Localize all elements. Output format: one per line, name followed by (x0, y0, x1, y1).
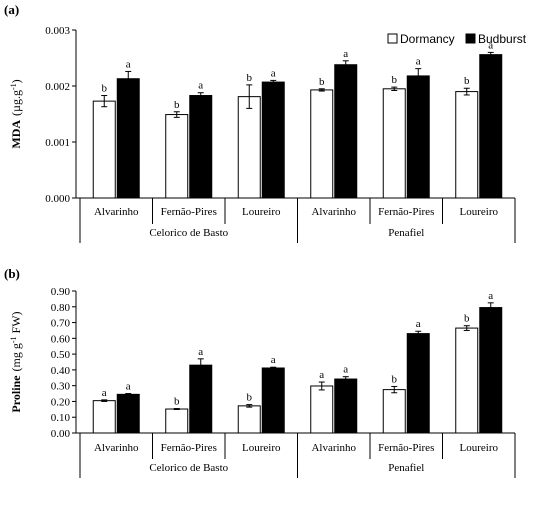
significance-letter: a (488, 290, 493, 302)
bar-budburst (479, 307, 503, 434)
bar-dormancy (382, 88, 406, 199)
category-label: Fernão-Pires (161, 442, 217, 454)
significance-letter: a (198, 80, 203, 92)
y-tick-label: 0.000 (45, 193, 70, 205)
significance-letter: b (174, 99, 180, 111)
significance-letter: b (174, 396, 180, 408)
legend-label: Dormancy (400, 32, 455, 46)
y-axis-title-unit: (mg g (9, 343, 23, 371)
category-label: Fernão-Pires (378, 442, 434, 454)
bar-budburst (406, 333, 430, 434)
y-axis-title-unit-close: ) (9, 79, 23, 83)
bar-budburst (334, 378, 358, 434)
legend-swatch-budburst (465, 33, 476, 44)
y-tick-label: 0.20 (51, 396, 71, 408)
y-tick-label: 0.80 (51, 302, 71, 314)
bar-dormancy (310, 89, 334, 199)
y-tick-label: 0.40 (51, 365, 71, 377)
bar-budburst (116, 393, 140, 434)
significance-letter: a (319, 369, 324, 381)
group-label: Celorico de Basto (149, 462, 228, 474)
category-label: Alvarinho (94, 206, 139, 218)
bar-dormancy (237, 96, 261, 199)
significance-letter: b (464, 313, 470, 325)
significance-letter: a (198, 346, 203, 358)
significance-letter: a (416, 56, 421, 68)
significance-letter: b (247, 392, 253, 404)
significance-letter: b (319, 76, 325, 88)
category-label: Fernão-Pires (161, 206, 217, 218)
category-label: Alvarinho (311, 206, 356, 218)
y-tick-label: 0.70 (51, 318, 71, 330)
bar-dormancy (92, 100, 116, 199)
y-tick-label: 0.60 (51, 333, 71, 345)
bar-budburst (189, 95, 213, 199)
bar-budburst (261, 81, 285, 199)
y-axis-title-main: Proline (9, 375, 23, 413)
y-axis-title-main: MDA (9, 120, 23, 149)
significance-letter: a (126, 58, 131, 70)
panel-b-proline-chart: (b) 0.00 0.10 0.20 0.30 0.40 0.50 0.60 0.70 0.80 0… (4, 266, 516, 478)
category-label: Loureiro (242, 442, 281, 454)
bar-budburst (189, 364, 213, 434)
y-axis-title-unit-close: FW) (9, 311, 23, 336)
significance-letter: a (343, 364, 348, 376)
bar-dormancy (310, 385, 334, 434)
bar-dormancy (455, 91, 479, 199)
panel-label: (b) (4, 266, 20, 281)
significance-letter: b (464, 75, 470, 87)
significance-letter: b (247, 72, 253, 84)
panel-a-mda-chart: (a) 0.000 0.001 0.002 0.003 MDA (µg.g-1) Alvari… (4, 2, 527, 243)
significance-letter: a (271, 354, 276, 366)
category-label: Alvarinho (94, 442, 139, 454)
significance-letter: a (102, 387, 107, 399)
bar-dormancy (455, 327, 479, 434)
y-axis-title-sup: -1 (9, 336, 18, 343)
y-axis-title-sup: -1 (9, 83, 18, 90)
y-axis-title-unit: (µg.g (9, 90, 23, 116)
significance-letter: b (102, 83, 108, 95)
y-axis-title: Proline (mg g-1 FW) (9, 311, 23, 412)
bar-dormancy (165, 408, 189, 434)
panel-label: (a) (4, 2, 19, 17)
bar-dormancy (382, 389, 406, 434)
group-label: Penafiel (388, 227, 424, 239)
group-label: Celorico de Basto (149, 227, 228, 239)
y-tick-label: 0.30 (51, 381, 71, 393)
legend-swatch-dormancy (387, 33, 398, 44)
bar-dormancy (92, 400, 116, 434)
category-label: Fernão-Pires (378, 206, 434, 218)
y-tick-label: 0.90 (51, 286, 71, 298)
y-tick-label: 0.50 (51, 349, 71, 361)
significance-letter: a (343, 48, 348, 60)
significance-letter: b (392, 373, 398, 385)
category-label: Loureiro (460, 206, 499, 218)
legend-label: Budburst (478, 32, 527, 46)
category-label: Alvarinho (311, 442, 356, 454)
y-axis-title: MDA (µg.g-1) (9, 79, 23, 148)
y-tick-label: 0.003 (45, 25, 70, 37)
bar-dormancy (237, 405, 261, 434)
significance-letter: b (392, 74, 398, 86)
bar-budburst (334, 64, 358, 199)
y-tick-label: 0.00 (51, 428, 71, 440)
bar-budburst (261, 367, 285, 434)
bar-budburst (479, 54, 503, 199)
significance-letter: a (271, 67, 276, 79)
group-label: Penafiel (388, 462, 424, 474)
significance-letter: a (416, 318, 421, 330)
significance-letter: a (488, 39, 493, 51)
legend: Dormancy Budburst (387, 32, 527, 46)
bar-budburst (406, 75, 430, 199)
bar-dormancy (165, 114, 189, 199)
y-tick-label: 0.001 (45, 137, 70, 149)
y-tick-label: 0.10 (51, 412, 71, 424)
bar-budburst (116, 78, 140, 199)
category-label: Loureiro (460, 442, 499, 454)
significance-letter: a (126, 381, 131, 393)
y-tick-label: 0.002 (45, 81, 70, 93)
category-label: Loureiro (242, 206, 281, 218)
